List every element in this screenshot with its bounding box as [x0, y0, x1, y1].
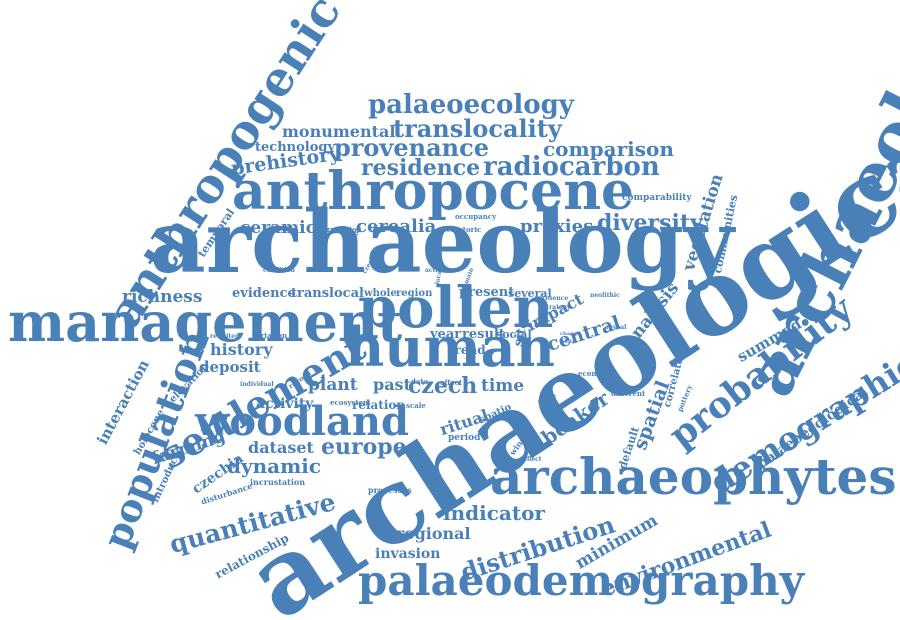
word-translocality: translocality [393, 114, 562, 143]
word-present: present [459, 285, 515, 300]
word-translocal: translocal [291, 286, 364, 301]
word-deposit: deposit [199, 358, 261, 376]
word-whole: whole [364, 288, 397, 299]
word-dynamic: dynamic [227, 454, 322, 478]
word-residence: residence [361, 155, 481, 181]
word-management: management [8, 290, 403, 354]
word-czechia-small: activities [425, 267, 456, 274]
word-result: result [462, 327, 505, 342]
word-ceramic: ceramic [240, 218, 316, 238]
word-limitation: condition [263, 267, 295, 274]
word-cerealia: cerealia [356, 216, 437, 237]
word-time: time [481, 376, 525, 396]
word-past: past [373, 375, 411, 394]
word-regional: regional [396, 524, 471, 543]
word-strategy: neolithic [590, 292, 620, 299]
word-revisited: variation [252, 331, 288, 340]
word-comparison: comparison [543, 137, 674, 161]
word-window: reflect [520, 456, 542, 463]
word-main: change [560, 331, 581, 337]
word-expansion: revisited [210, 333, 240, 340]
word-presence: strategy [543, 304, 571, 311]
word-diversity: diversity [597, 210, 703, 236]
word-reflect: presence [538, 295, 569, 302]
word-year: year [430, 327, 462, 342]
word-archaeology: archaeology [150, 192, 734, 293]
word-neolithic: reveal [606, 324, 627, 331]
word-invasion: invasion [375, 546, 441, 562]
word-spatio: period [448, 433, 481, 443]
word-comparability: comparability [622, 193, 692, 203]
word-correlation: prehistoric [438, 225, 482, 234]
word-technology: technology [255, 140, 336, 155]
word-ecosystem: correlation [318, 225, 362, 234]
word-archaeophytes: archaeophytes [490, 447, 897, 506]
word-europe: europe [321, 434, 407, 460]
word-human: human [345, 315, 555, 379]
word-region: region [396, 288, 433, 299]
word-economic: different [611, 389, 646, 398]
word-woodland: woodland [195, 398, 409, 445]
word-relation: relation [352, 398, 406, 412]
word-evidence: evidence [232, 286, 296, 301]
word-monumental: monumental [282, 122, 396, 141]
word-taxon: economic [578, 369, 616, 378]
word-history: history [210, 340, 273, 359]
word-processes: processes [368, 485, 412, 495]
word-effect: scale [406, 401, 426, 410]
word-social: social [496, 328, 532, 341]
word-record: ecosystem [330, 398, 371, 407]
word-data: effect [440, 378, 463, 387]
word-indicator: indicator [443, 501, 545, 525]
word-several: several [508, 287, 552, 300]
word-trend: trend [449, 343, 486, 357]
word-activity: activity [256, 396, 314, 412]
word-change: white [560, 339, 576, 345]
word-incrustation: incrustation [250, 477, 306, 487]
word-proxies: proxies [520, 216, 594, 237]
word-czech: czech [408, 373, 478, 399]
word-radiocarbon: radiocarbon [483, 152, 660, 182]
word-anthropocene: anthropocene [232, 161, 635, 222]
word-term: data [411, 377, 429, 386]
word-dataset: dataset [248, 438, 314, 457]
word-pollen: pollen [358, 275, 554, 341]
word-provenance: provenance [334, 133, 489, 162]
word-palaeodemography: palaeodemography [358, 556, 805, 605]
word-variation: individual [240, 381, 274, 388]
word-richness: richness [122, 287, 203, 307]
word-prehistoric: occupancy [455, 212, 497, 221]
word-palaeoecology: palaeoecology [368, 90, 574, 120]
word-local: term [350, 331, 369, 340]
word-plant: plant [308, 375, 358, 395]
